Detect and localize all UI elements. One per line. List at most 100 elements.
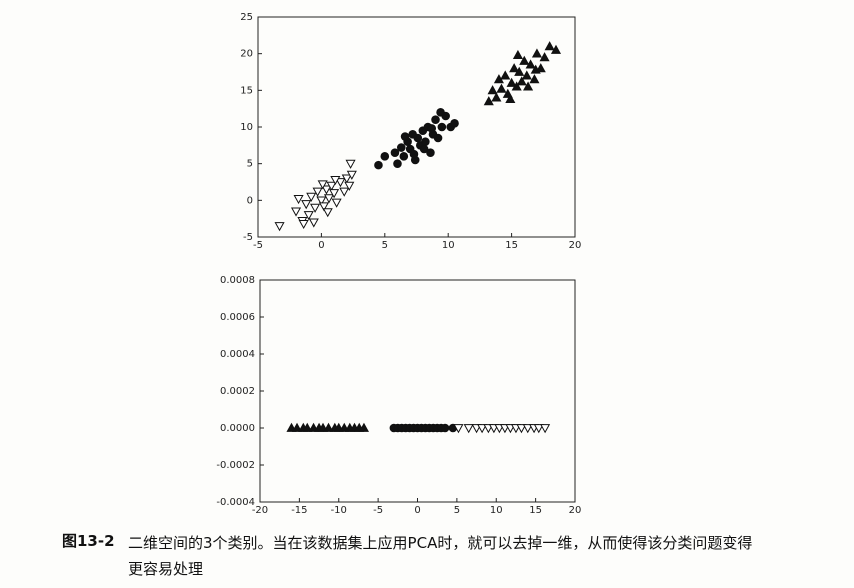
point [291, 422, 303, 432]
x-tick-label: -10 [331, 505, 347, 516]
point [306, 192, 317, 202]
point [436, 108, 445, 117]
point [531, 48, 543, 58]
point [453, 424, 464, 434]
point [512, 49, 523, 59]
point [345, 159, 356, 169]
x-tick-label: -15 [291, 505, 307, 516]
caption-text: 二维空间的3个类别。当在该数据集上应用PCA时，就可以去掉一维，从而使得该分类问… [128, 534, 753, 578]
point [525, 59, 536, 69]
x-tick-label: 5 [454, 505, 460, 516]
point [341, 174, 352, 184]
point [380, 152, 390, 161]
y-tick-label: 0.0008 [220, 275, 255, 286]
x-tick-label: 10 [442, 240, 455, 251]
x-tick-label: 10 [490, 505, 503, 516]
point [344, 181, 355, 191]
y-tick-label: 0.0004 [220, 349, 255, 360]
point [491, 92, 502, 102]
x-tick-label: 20 [569, 240, 582, 251]
point [290, 207, 302, 217]
point [529, 74, 540, 84]
y-tick-label: 0.0002 [220, 386, 255, 397]
point [514, 66, 525, 76]
point [500, 70, 511, 80]
charts: -5 0 5 10 15 20 -5 0 5 10 15 20 25 -20 -15 -10 -5 0 5 10 15 2… [216, 12, 582, 516]
point [331, 198, 342, 208]
point [533, 424, 544, 434]
y-tick-label: 15 [240, 85, 253, 96]
point [358, 422, 369, 432]
point [302, 422, 313, 432]
point [339, 187, 350, 197]
y-tick-label: 0.0000 [220, 423, 255, 434]
point [399, 152, 409, 161]
point [426, 148, 435, 157]
point [483, 96, 494, 106]
point [509, 63, 520, 73]
point [519, 55, 530, 65]
point [522, 424, 533, 434]
point [374, 160, 383, 170]
x-tick-label: 0 [414, 505, 420, 516]
point [308, 218, 319, 228]
point [298, 219, 309, 230]
point [321, 185, 332, 195]
point [323, 422, 334, 432]
point [393, 159, 402, 168]
y-tick-label: 25 [240, 12, 253, 23]
y-tick-label: -0.0002 [216, 460, 255, 471]
point [540, 424, 551, 434]
plot-frame [259, 279, 576, 503]
point [396, 143, 406, 152]
point [310, 203, 321, 213]
point [506, 77, 517, 87]
point [550, 44, 562, 54]
point [317, 180, 328, 190]
point [400, 132, 410, 141]
x-tick-label: 0 [318, 240, 324, 251]
point [390, 148, 400, 157]
y-tick-label: 20 [240, 49, 253, 60]
point [433, 133, 443, 143]
point [312, 187, 323, 197]
point [326, 181, 337, 191]
point [516, 424, 527, 434]
point [409, 149, 419, 159]
point [523, 81, 534, 91]
y-tick-label: -0.0004 [216, 497, 255, 508]
point [427, 124, 437, 133]
point [419, 144, 429, 154]
x-tick-label: -20 [252, 505, 268, 516]
x-tick-label: 15 [529, 505, 542, 516]
y-tick-label: 5 [247, 159, 253, 170]
point [274, 222, 285, 232]
point [463, 424, 474, 434]
point [539, 52, 550, 62]
point [301, 200, 312, 210]
point [535, 63, 546, 73]
point [440, 423, 450, 433]
x-tick-label: -5 [253, 240, 263, 251]
y-tick-label: -5 [243, 232, 253, 243]
point [496, 83, 507, 93]
point [450, 119, 459, 128]
point [329, 189, 340, 199]
point [431, 115, 440, 124]
x-tick-label: 15 [505, 240, 518, 251]
point [477, 424, 488, 434]
x-tick-label: -5 [373, 505, 383, 516]
x-tick-label: 20 [569, 505, 582, 516]
point [330, 175, 341, 186]
caption-label: 图13-2 [62, 532, 115, 550]
point [293, 195, 304, 205]
point [335, 178, 346, 188]
point [516, 76, 527, 86]
point [316, 196, 327, 206]
point [323, 194, 335, 204]
point [544, 41, 555, 51]
y-tick-label: 0 [247, 195, 253, 206]
x-tick-label: 5 [382, 240, 388, 251]
point [505, 93, 516, 103]
